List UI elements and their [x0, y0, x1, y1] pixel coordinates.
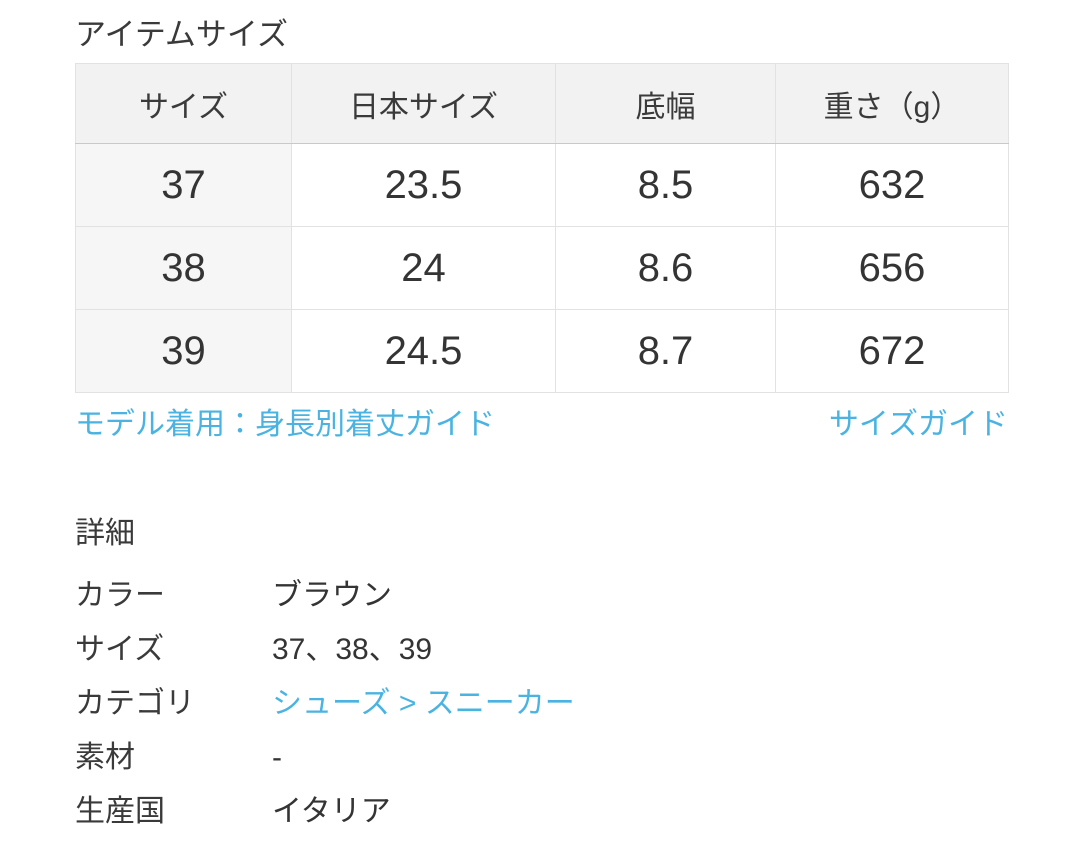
detail-value-country: イタリア [272, 795, 391, 828]
size-table-row: 39 24.5 8.7 672 [75, 309, 1009, 393]
size-table-header-row: サイズ 日本サイズ 底幅 重さ（g） [75, 63, 1009, 144]
detail-row-country: 生産国 イタリア [75, 795, 1008, 843]
size-table-header-size: サイズ [75, 63, 292, 144]
details-title: 詳細 [75, 517, 135, 550]
details-section: 詳細 カラー ブラウン サイズ 37、38、39 カテゴリ シューズ > スニー… [75, 517, 1008, 843]
size-table-header-weight: 重さ（g） [775, 63, 1009, 144]
detail-value-material: - [272, 741, 282, 774]
size-cell: 38 [75, 226, 292, 310]
size-table-row: 37 23.5 8.5 632 [75, 143, 1009, 227]
detail-row-color: カラー ブラウン [75, 579, 1008, 633]
detail-label-category: カテゴリ [75, 687, 195, 720]
size-table-header-japan-size: 日本サイズ [291, 63, 556, 144]
detail-rows: カラー ブラウン サイズ 37、38、39 カテゴリ シューズ > スニーカー … [75, 579, 1008, 843]
size-cell: 37 [75, 143, 292, 227]
detail-label-color: カラー [75, 579, 165, 612]
size-table-row: 38 24 8.6 656 [75, 226, 1009, 310]
model-height-guide-link[interactable]: モデル着用：身長別着丈ガイド [75, 408, 495, 441]
japan-size-cell: 24 [291, 226, 556, 310]
guide-links-row: モデル着用：身長別着丈ガイド サイズガイド [75, 407, 1008, 443]
detail-row-category: カテゴリ シューズ > スニーカー [75, 687, 1008, 741]
size-table: サイズ 日本サイズ 底幅 重さ（g） 37 23.5 8.5 632 38 24… [75, 63, 1009, 393]
detail-label-country: 生産国 [75, 795, 165, 828]
weight-cell: 672 [775, 309, 1009, 393]
detail-label-material: 素材 [75, 741, 135, 774]
sole-width-cell: 8.7 [555, 309, 776, 393]
detail-row-size: サイズ 37、38、39 [75, 633, 1008, 687]
sole-width-cell: 8.5 [555, 143, 776, 227]
detail-row-material: 素材 - [75, 741, 1008, 795]
category-breadcrumb-link[interactable]: シューズ > スニーカー [272, 687, 575, 720]
japan-size-cell: 23.5 [291, 143, 556, 227]
item-size-title: アイテムサイズ [75, 17, 288, 52]
detail-value-color: ブラウン [272, 579, 392, 612]
japan-size-cell: 24.5 [291, 309, 556, 393]
size-guide-link[interactable]: サイズガイド [828, 408, 1008, 441]
size-table-header-sole-width: 底幅 [555, 63, 776, 144]
sole-width-cell: 8.6 [555, 226, 776, 310]
weight-cell: 632 [775, 143, 1009, 227]
detail-label-size: サイズ [75, 633, 165, 666]
weight-cell: 656 [775, 226, 1009, 310]
size-cell: 39 [75, 309, 292, 393]
detail-value-size: 37、38、39 [272, 633, 433, 666]
